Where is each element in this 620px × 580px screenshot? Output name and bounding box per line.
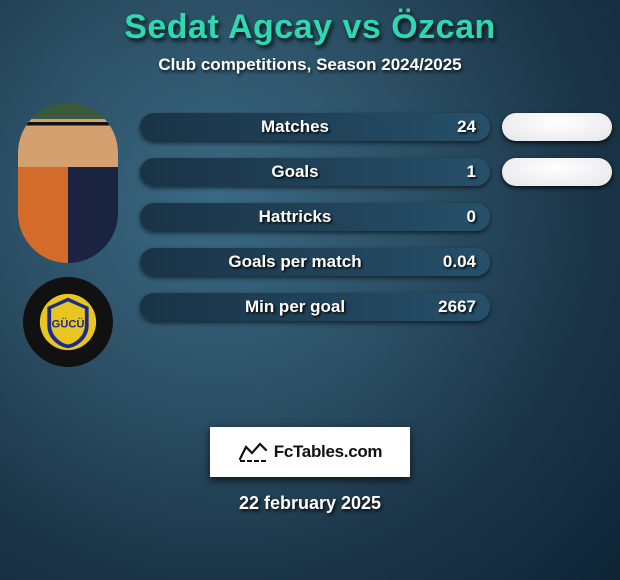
stat-label: Hattricks <box>154 207 436 227</box>
stat-bar: Goals1 <box>140 158 490 186</box>
brand-icon <box>238 441 268 463</box>
opponent-pills <box>502 103 612 321</box>
opponent-pill <box>502 113 612 141</box>
stat-value: 0.04 <box>436 252 476 272</box>
stat-value: 0 <box>436 207 476 227</box>
stat-value: 2667 <box>436 297 476 317</box>
stat-label: Min per goal <box>154 297 436 317</box>
stat-label: Matches <box>154 117 436 137</box>
stat-bar: Hattricks0 <box>140 203 490 231</box>
opponent-pill <box>502 158 612 186</box>
stat-bar: Matches24 <box>140 113 490 141</box>
svg-text:GÜCÜ: GÜCÜ <box>51 318 84 331</box>
page-title: Sedat Agcay vs Özcan <box>0 8 620 47</box>
brand-text: FcTables.com <box>274 442 383 462</box>
date: 22 february 2025 <box>0 493 620 514</box>
stat-value: 1 <box>436 162 476 182</box>
stat-bars: Matches24 Goals1 Hattricks0 Goals per match… <box>140 103 490 321</box>
stat-label: Goals per match <box>154 252 436 272</box>
stat-value: 24 <box>436 117 476 137</box>
club-badge: GÜCÜ <box>23 277 113 367</box>
player-photo <box>18 103 118 263</box>
stat-label: Goals <box>154 162 436 182</box>
stat-bar: Min per goal2667 <box>140 293 490 321</box>
subtitle: Club competitions, Season 2024/2025 <box>0 55 620 75</box>
brand-box: FcTables.com <box>210 427 410 477</box>
stat-bar: Goals per match0.04 <box>140 248 490 276</box>
